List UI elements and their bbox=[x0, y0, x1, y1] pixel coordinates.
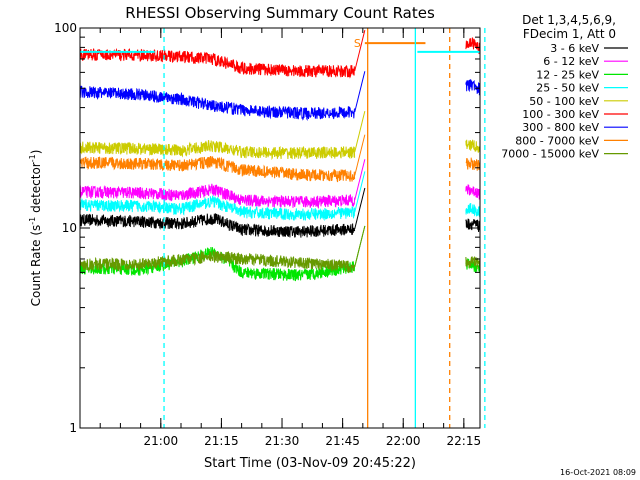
y-label-prefix: Count Rate (s bbox=[29, 225, 43, 307]
legend-entry-1: 6 - 12 keV bbox=[543, 55, 599, 68]
legend-entry-3: 25 - 50 keV bbox=[536, 82, 599, 95]
x-axis-label: Start Time (03-Nov-09 20:45:22) bbox=[204, 456, 416, 471]
series-line-4-0 bbox=[79, 140, 356, 161]
legend-entry-8: 7000 - 15000 keV bbox=[501, 148, 599, 161]
x-tick-label-3: 21:45 bbox=[325, 434, 360, 448]
chart-title: RHESSI Observing Summary Count Rates bbox=[125, 4, 435, 22]
series-line-1-1 bbox=[465, 184, 481, 200]
footer-timestamp: 16-Oct-2021 08:09 bbox=[560, 468, 636, 477]
series-line-7-1 bbox=[465, 157, 481, 171]
legend-entry-2: 12 - 25 keV bbox=[536, 68, 599, 81]
series-line-3-0 bbox=[79, 195, 356, 222]
series-rise-6 bbox=[354, 71, 366, 113]
series-line-6-1 bbox=[465, 79, 481, 96]
legend-header-line-1: Det 1,3,4,5,6,9, bbox=[522, 13, 616, 27]
series-line-3-1 bbox=[465, 202, 481, 217]
series-rise-1 bbox=[354, 159, 366, 201]
series-line-6-0 bbox=[79, 85, 356, 122]
series-rise-3 bbox=[354, 171, 366, 213]
series-line-1-0 bbox=[79, 183, 356, 210]
x-tick-label-2: 21:30 bbox=[265, 434, 300, 448]
series-line-5-1 bbox=[465, 37, 481, 54]
series-line-5-0 bbox=[79, 47, 356, 79]
y-label-mid: detector bbox=[29, 162, 43, 217]
series-line-0-0 bbox=[79, 213, 356, 238]
series-line-0-1 bbox=[465, 218, 481, 233]
y-label-suffix: ) bbox=[29, 150, 43, 155]
series-rise-4 bbox=[354, 111, 366, 153]
y-label-sup2: -1 bbox=[28, 154, 37, 162]
legend-entry-4: 50 - 100 keV bbox=[529, 95, 599, 108]
y-tick-label-1: 10 bbox=[62, 221, 77, 235]
axes-layer: 100 10 1 21:00 21:15 21:30 21:45 22:00 22:15 bbox=[54, 21, 481, 448]
series-line-4-1 bbox=[465, 139, 481, 153]
series-line-7-0 bbox=[79, 155, 356, 183]
series-line-8-0 bbox=[79, 250, 356, 274]
legend-entry-6: 300 - 800 keV bbox=[522, 121, 599, 134]
legend-entry-5: 100 - 300 keV bbox=[522, 108, 599, 121]
x-tick-label-4: 22:00 bbox=[386, 434, 421, 448]
y-axis-label: Count Rate (s-1 detector-1) bbox=[28, 150, 43, 307]
y-tick-label-0: 100 bbox=[54, 21, 77, 35]
saa-label: S bbox=[354, 37, 361, 50]
series-rise-0 bbox=[354, 187, 366, 229]
legend-header-line-2: FDecim 1, Att 0 bbox=[523, 27, 616, 41]
plot-layer: S bbox=[79, 28, 486, 428]
x-tick-label-5: 22:15 bbox=[447, 434, 482, 448]
legend-entry-7: 800 - 7000 keV bbox=[515, 134, 599, 147]
x-tick-label-0: 21:00 bbox=[144, 434, 179, 448]
series-rise-8 bbox=[354, 225, 366, 267]
x-tick-label-1: 21:15 bbox=[204, 434, 239, 448]
y-label-sup: -1 bbox=[28, 217, 37, 225]
series-rise-5 bbox=[354, 29, 366, 72]
series-line-8-1 bbox=[465, 256, 481, 270]
y-tick-label-2: 1 bbox=[69, 421, 77, 435]
series-rise-7 bbox=[354, 134, 366, 176]
legend-entry-0: 3 - 6 keV bbox=[550, 42, 599, 55]
